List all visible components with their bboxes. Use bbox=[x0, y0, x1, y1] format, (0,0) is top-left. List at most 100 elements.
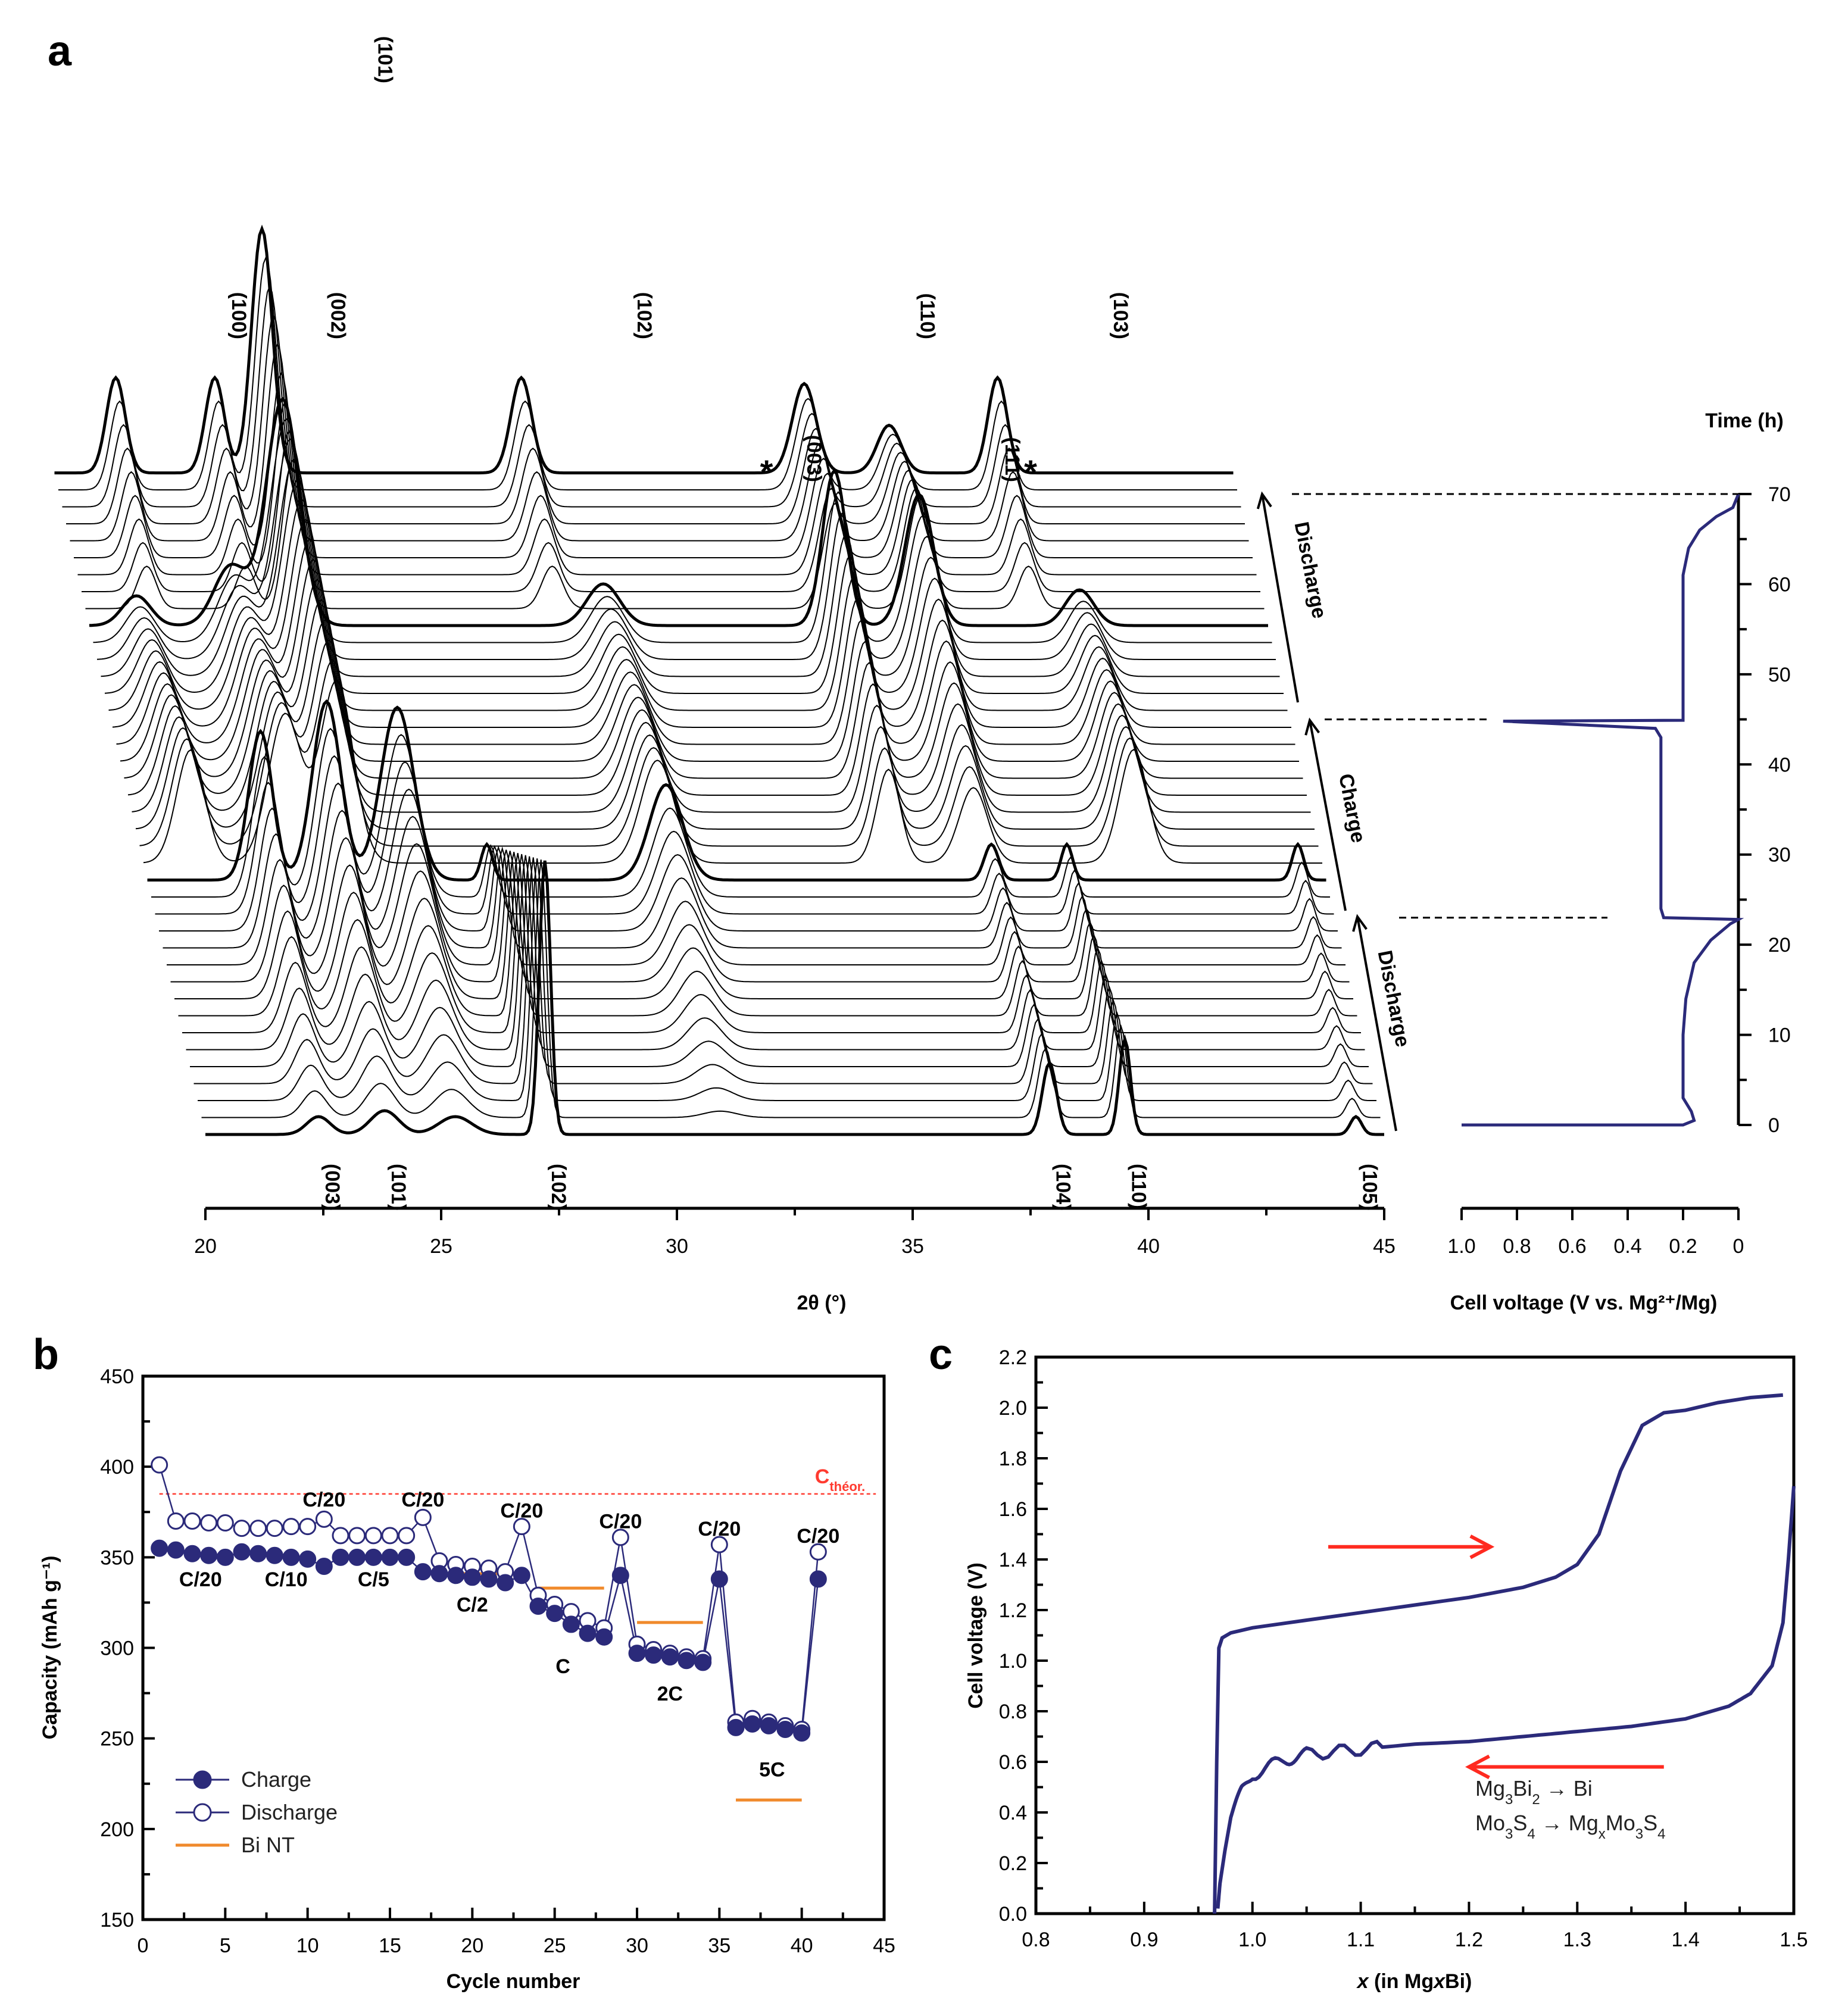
panel-b: b 0 5 10 15 20 25 30 35 40 45 150 200 250 300 350 400 45… bbox=[33, 1331, 895, 1993]
a-x-label: 2θ (°) bbox=[797, 1292, 847, 1314]
discharge-point bbox=[216, 1514, 234, 1532]
xrd-trace bbox=[198, 858, 1376, 1102]
text-part: x bbox=[1599, 1826, 1606, 1842]
charge-point bbox=[299, 1550, 317, 1568]
segment-label: Discharge bbox=[1290, 520, 1331, 621]
charge-point bbox=[611, 1567, 629, 1584]
xrd-waterfall bbox=[54, 224, 1384, 1136]
voltage-curve bbox=[1462, 493, 1744, 1127]
a-side-ticks: 0 10 20 30 40 50 60 70 1.0 0.8 0.6 0.4 0.2 0 bbox=[1447, 483, 1790, 1258]
b-x-tick-label: 15 bbox=[379, 1934, 401, 1957]
discharge-point bbox=[249, 1520, 267, 1537]
charge-point bbox=[628, 1645, 646, 1662]
text-part: Mo bbox=[1606, 1811, 1635, 1835]
charge-point bbox=[381, 1548, 399, 1566]
xrd-trace bbox=[205, 860, 1384, 1136]
panel-c: c 0.8 0.9 1.0 1.1 1.2 1.3 1.4 1.50.00.20.40.60.… bbox=[929, 1331, 1808, 1993]
charge-curve bbox=[1213, 1393, 1784, 1914]
text-part: → Mg bbox=[1535, 1811, 1599, 1835]
b-x-label: Cycle number bbox=[447, 1970, 580, 1993]
text-part: Mo bbox=[1475, 1811, 1505, 1835]
top-peak-label: (111) bbox=[1001, 437, 1023, 482]
a-side-y-tick-label: 20 bbox=[1768, 934, 1791, 957]
rate-label-bottom: C/20 bbox=[179, 1568, 222, 1591]
voltage-time-plot: 0 10 20 30 40 50 60 70 1.0 0.8 0.6 0.4 0.2 0 Time (h)… bbox=[1292, 410, 1791, 1314]
text-part: S bbox=[1643, 1811, 1657, 1835]
rate-label-top: C/20 bbox=[797, 1525, 839, 1548]
c-y-tick-label: 1.0 bbox=[999, 1650, 1027, 1673]
b-x-tick-label: 25 bbox=[544, 1934, 566, 1957]
a-x-tick-label: 45 bbox=[1373, 1235, 1396, 1258]
b-x-tick-label: 45 bbox=[873, 1934, 895, 1957]
charge-point bbox=[332, 1548, 349, 1566]
xrd-trace bbox=[127, 599, 1307, 796]
c-x-label: x (in MgxBi) bbox=[1356, 1970, 1472, 1993]
a-side-y-label: Time (h) bbox=[1705, 410, 1784, 432]
a-side-y-tick-label: 60 bbox=[1768, 573, 1791, 596]
discharge-point bbox=[200, 1514, 218, 1532]
b-ticks: 0 5 10 15 20 25 30 35 40 45 150 200 250 300 350 400 450 bbox=[100, 1365, 895, 1957]
xrd-trace bbox=[77, 401, 1257, 576]
c-x-label-part: Bi) bbox=[1445, 1970, 1472, 1993]
charge-point bbox=[661, 1648, 679, 1666]
charge-point bbox=[760, 1717, 778, 1734]
b-x-tick-label: 40 bbox=[791, 1934, 813, 1957]
c-y-tick-label: 0.4 bbox=[999, 1802, 1027, 1824]
b-x-tick-label: 5 bbox=[220, 1934, 231, 1957]
charge-point bbox=[282, 1548, 300, 1566]
bottom-peak-label: (104) bbox=[1052, 1164, 1075, 1211]
b-x-tick-label: 30 bbox=[626, 1934, 648, 1957]
a-side-x-tick-label: 0.2 bbox=[1669, 1235, 1697, 1258]
c-x-label-text: x (in MgxBi) bbox=[1356, 1970, 1472, 1993]
segment-arrow-line bbox=[1309, 720, 1347, 911]
charge-point bbox=[315, 1558, 333, 1576]
c-y-tick-label: 2.0 bbox=[999, 1397, 1027, 1420]
b-x-tick-label: 20 bbox=[461, 1934, 483, 1957]
rate-labels: C/20 C/20 C/20 C/20 C/20 C/20 C/20 C/10 C/5 C/2 C 2… bbox=[179, 1489, 839, 1781]
c-y-tick-label: 0.6 bbox=[999, 1751, 1027, 1774]
legend-label: Discharge bbox=[241, 1800, 338, 1824]
theory-label-sub: théor. bbox=[829, 1479, 865, 1493]
charge-point bbox=[183, 1545, 201, 1562]
direction-arrow-head bbox=[1465, 1754, 1490, 1780]
text-part: 3 bbox=[1635, 1826, 1643, 1842]
a-x-tick-label: 35 bbox=[901, 1235, 924, 1258]
c-x-tick-label: 1.4 bbox=[1672, 1929, 1700, 1951]
text-part: 4 bbox=[1657, 1826, 1665, 1842]
discharge-point bbox=[809, 1543, 827, 1561]
rate-label-bottom: 2C bbox=[657, 1683, 683, 1705]
c-x-tick-label: 1.3 bbox=[1563, 1929, 1591, 1951]
charge-point bbox=[645, 1646, 663, 1664]
legend-label: Bi NT bbox=[241, 1833, 295, 1857]
bottom-peak-label: (102) bbox=[547, 1164, 570, 1211]
charge-point bbox=[266, 1546, 283, 1564]
bottom-peak-label: (003) bbox=[321, 1164, 344, 1211]
xrd-trace bbox=[82, 429, 1260, 592]
discharge-point bbox=[167, 1512, 185, 1530]
a-side-y-tick-label: 10 bbox=[1768, 1024, 1791, 1047]
text-part: Bi bbox=[1513, 1776, 1532, 1801]
charge-point bbox=[595, 1628, 613, 1646]
panel-c-label: c bbox=[929, 1331, 953, 1379]
rate-label-bottom: C bbox=[555, 1655, 570, 1678]
charge-point bbox=[447, 1567, 465, 1584]
c-x-label-part: x bbox=[1356, 1970, 1370, 1993]
b-series-points bbox=[151, 1456, 827, 1742]
a-side-x-label: Cell voltage (V vs. Mg²⁺/Mg) bbox=[1450, 1292, 1718, 1314]
charge-point bbox=[678, 1652, 695, 1670]
discharge-point bbox=[414, 1508, 432, 1526]
xrd-trace bbox=[74, 371, 1253, 558]
panel-b-label: b bbox=[33, 1331, 59, 1379]
xrd-trace bbox=[54, 224, 1234, 474]
a-side-y-tick-label: 0 bbox=[1768, 1114, 1780, 1137]
bottom-peak-label: (101) bbox=[387, 1164, 410, 1211]
charge-point bbox=[364, 1548, 382, 1566]
c-x-tick-label: 0.8 bbox=[1022, 1929, 1050, 1951]
xrd-trace bbox=[182, 854, 1361, 1033]
discharge-point bbox=[315, 1510, 333, 1528]
a-side-y-tick-label: 70 bbox=[1768, 483, 1791, 506]
b-y-label: Capacity (mAh g⁻¹) bbox=[39, 1556, 61, 1740]
charge-point bbox=[529, 1598, 547, 1615]
a-x-tick-label: 20 bbox=[194, 1235, 217, 1258]
